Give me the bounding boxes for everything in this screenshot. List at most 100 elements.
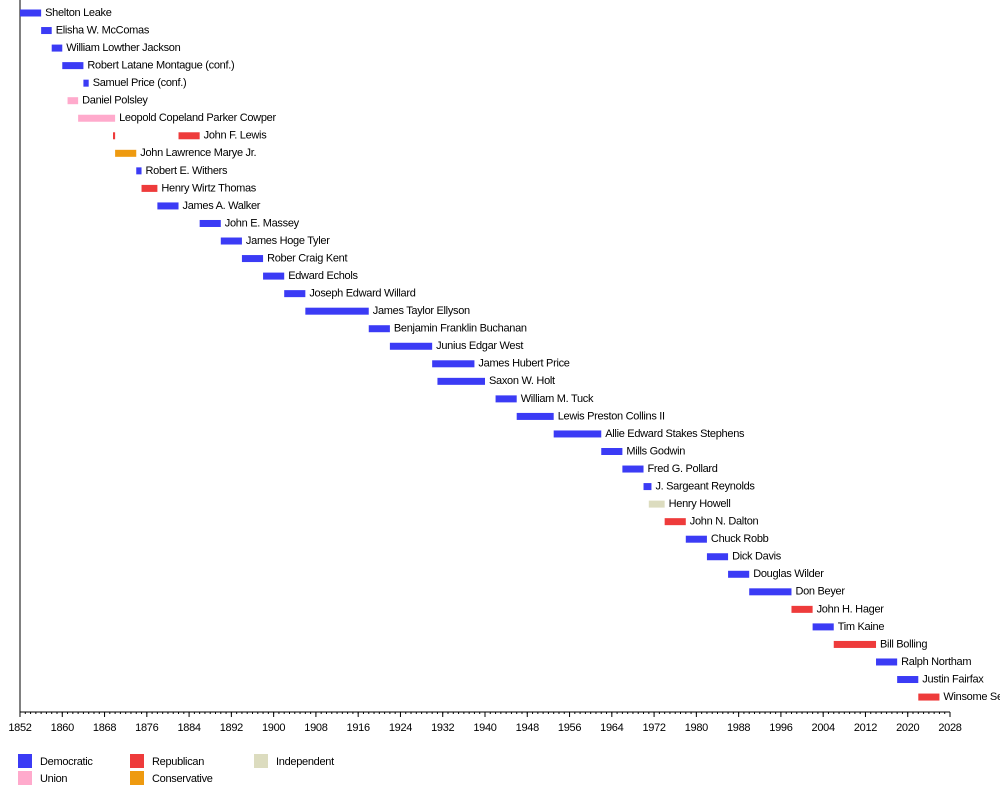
x-tick-label: 1876 [135, 722, 158, 734]
term-bar [67, 97, 79, 105]
term-bar [368, 325, 390, 333]
row-label: James Hoge Tyler [246, 235, 330, 247]
row-label: Junius Edgar West [436, 340, 523, 352]
term-bar [389, 342, 433, 350]
term-bar [664, 518, 686, 526]
x-tick-label: 1932 [431, 722, 454, 734]
row-label: Leopold Copeland Parker Cowper [119, 112, 276, 124]
term-bar [876, 658, 898, 666]
legend-swatch [18, 771, 32, 785]
term-bar [437, 377, 485, 385]
legend-swatch [254, 754, 268, 768]
row-label: Henry Wirtz Thomas [161, 182, 256, 194]
row-label: John H. Hager [817, 603, 885, 615]
row-label: Daniel Polsley [82, 95, 148, 107]
x-tick-label: 1916 [347, 722, 370, 734]
x-tick-label: 1900 [262, 722, 285, 734]
term-bar [20, 9, 42, 17]
term-bar [897, 676, 919, 684]
row-label: Samuel Price (conf.) [93, 77, 187, 89]
row-label: William M. Tuck [521, 393, 594, 405]
term-bar [553, 430, 602, 438]
term-bar [728, 570, 750, 578]
x-tick-label: 1852 [8, 722, 31, 734]
row-label: Chuck Robb [711, 533, 769, 545]
term-bar [643, 483, 652, 491]
term-bar [141, 184, 158, 192]
row-label: Robert Latane Montague (conf.) [87, 60, 234, 72]
term-bar [115, 149, 137, 157]
x-tick-label: 1972 [642, 722, 665, 734]
legend-label: Union [40, 773, 67, 785]
x-tick-label: 1996 [769, 722, 792, 734]
x-tick-label: 1868 [93, 722, 116, 734]
term-bar [78, 114, 116, 122]
row-label: John F. Lewis [204, 130, 268, 142]
term-bar [113, 132, 116, 140]
x-tick-label: 1940 [473, 722, 496, 734]
row-label: Douglas Wilder [753, 568, 824, 580]
term-bar [305, 307, 369, 315]
legend-swatch [130, 754, 144, 768]
term-bar [241, 255, 264, 263]
term-bar [178, 132, 200, 140]
row-label: James A. Walker [183, 200, 261, 212]
row-label: Fred G. Pollard [648, 463, 718, 475]
legend-label: Democratic [40, 756, 93, 768]
x-tick-label: 2020 [896, 722, 919, 734]
row-label: Dick Davis [732, 551, 782, 563]
term-bar [83, 79, 89, 87]
term-bar [601, 448, 623, 455]
row-label: John E. Massey [225, 217, 300, 229]
x-tick-label: 1964 [600, 722, 623, 734]
term-bar [136, 167, 142, 175]
term-bar [648, 500, 665, 508]
term-bar [62, 62, 84, 70]
x-tick-label: 1988 [727, 722, 750, 734]
term-bar [157, 202, 179, 210]
term-bar [516, 412, 554, 420]
row-label: Rober Craig Kent [267, 252, 347, 264]
x-tick-label: 1908 [304, 722, 327, 734]
term-bar [41, 27, 52, 35]
x-tick-label: 2004 [812, 722, 835, 734]
row-label: William Lowther Jackson [66, 42, 180, 54]
row-label: Justin Fairfax [922, 673, 984, 685]
row-label: J. Sargeant Reynolds [655, 480, 755, 492]
row-label: Don Beyer [795, 586, 845, 598]
row-label: Bill Bolling [880, 638, 927, 650]
x-tick-label: 2012 [854, 722, 877, 734]
term-bar [685, 535, 707, 543]
term-bar [749, 588, 792, 596]
term-bar [220, 237, 242, 245]
row-label: Robert E. Withers [146, 165, 229, 177]
row-label: John Lawrence Marye Jr. [140, 147, 256, 159]
x-tick-label: 1884 [177, 722, 200, 734]
term-bar [706, 553, 729, 561]
x-tick-label: 1948 [516, 722, 539, 734]
x-tick-label: 1956 [558, 722, 581, 734]
term-bar [495, 395, 517, 403]
legend-label: Conservative [152, 773, 213, 785]
row-label: Mills Godwin [626, 445, 685, 457]
row-label: Joseph Edward Willard [309, 288, 415, 300]
row-label: James Hubert Price [478, 358, 569, 370]
row-label: Edward Echols [288, 270, 358, 282]
term-bar [622, 465, 644, 473]
x-tick-label: 1924 [389, 722, 412, 734]
row-label: Winsome Se [943, 691, 1000, 703]
legend-swatch [18, 754, 32, 768]
term-bar [833, 640, 877, 648]
row-label: Allie Edward Stakes Stephens [605, 428, 745, 440]
row-label: Saxon W. Holt [489, 375, 555, 387]
term-bar [791, 605, 813, 613]
term-bar [284, 290, 306, 298]
row-label: John N. Dalton [690, 516, 759, 528]
row-label: Lewis Preston Collins II [558, 410, 665, 422]
term-bar [812, 623, 834, 631]
legend-label: Independent [276, 756, 334, 768]
term-bar [51, 44, 63, 52]
legend-swatch [130, 771, 144, 785]
